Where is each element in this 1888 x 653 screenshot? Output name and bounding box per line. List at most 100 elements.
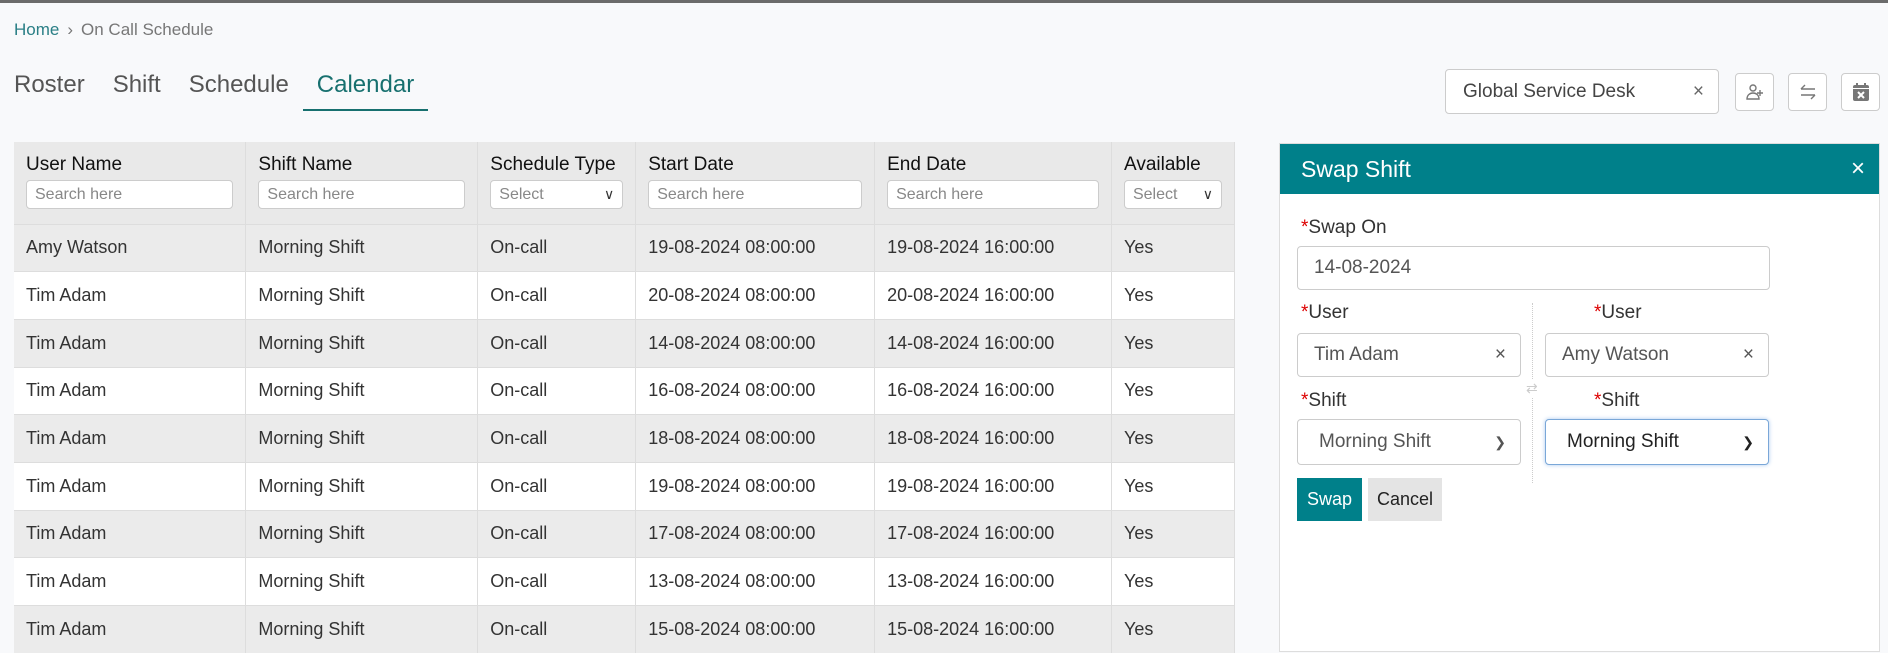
table-cell: Morning Shift [246, 319, 478, 367]
table-cell: 15-08-2024 08:00:00 [636, 606, 875, 653]
group-selector[interactable]: Global Service Desk × [1445, 69, 1719, 114]
left-user-input[interactable]: Tim Adam × [1297, 333, 1521, 377]
column-header: Available Select∨ [1111, 142, 1234, 224]
table-cell: Yes [1111, 319, 1234, 367]
table-cell: Morning Shift [246, 510, 478, 558]
table-cell: Tim Adam [14, 558, 246, 606]
column-filter-input[interactable]: Search here [887, 180, 1099, 209]
right-user-value: Amy Watson [1562, 344, 1669, 366]
chevron-down-icon: ❯ [1494, 434, 1506, 451]
select-placeholder: Select [499, 186, 543, 204]
swap-on-date-input[interactable]: 14-08-2024 [1297, 246, 1770, 290]
right-user-input[interactable]: Amy Watson × [1545, 333, 1769, 377]
tab-schedule[interactable]: Schedule [175, 71, 303, 111]
column-filter-select[interactable]: Select ∨ [490, 180, 623, 209]
table-cell: 19-08-2024 16:00:00 [875, 462, 1112, 510]
table-cell: 16-08-2024 08:00:00 [636, 367, 875, 415]
close-icon[interactable]: × [1851, 155, 1865, 183]
swap-on-value: 14-08-2024 [1314, 257, 1411, 279]
cancel-button[interactable]: Cancel [1368, 478, 1442, 521]
table-cell: 19-08-2024 08:00:00 [636, 224, 875, 272]
table-cell: Yes [1111, 510, 1234, 558]
column-header-label: Available [1124, 154, 1222, 176]
table-cell: Tim Adam [14, 606, 246, 653]
chevron-down-icon: ∨ [604, 186, 614, 203]
table-cell: On-call [478, 367, 636, 415]
table-cell: On-call [478, 415, 636, 463]
table-cell: On-call [478, 319, 636, 367]
table-cell: 18-08-2024 08:00:00 [636, 415, 875, 463]
clear-icon[interactable]: × [1743, 344, 1754, 366]
tab-shift[interactable]: Shift [99, 71, 175, 111]
swap-shift-panel: Swap Shift × *Swap On 14-08-2024 *User *… [1279, 143, 1880, 652]
column-filter-input[interactable]: Search here [648, 180, 862, 209]
left-shift-label-text: Shift [1308, 390, 1346, 411]
right-user-label: *User [1594, 302, 1642, 324]
calendar-remove-icon [1850, 81, 1872, 103]
tab-calendar[interactable]: Calendar [303, 71, 428, 111]
table-cell: 13-08-2024 08:00:00 [636, 558, 875, 606]
swap-icon [1798, 82, 1818, 102]
swap-button[interactable]: Swap [1297, 478, 1362, 521]
left-shift-select[interactable]: Morning Shift ❯ [1297, 419, 1521, 465]
select-placeholder: Select [1133, 186, 1177, 204]
table-cell: Yes [1111, 415, 1234, 463]
breadcrumb-home[interactable]: Home [14, 20, 59, 40]
left-user-label: *User [1301, 302, 1349, 324]
table-cell: Morning Shift [246, 367, 478, 415]
column-header-label: Schedule Type [490, 154, 623, 176]
left-user-label-text: User [1308, 302, 1348, 323]
left-user-value: Tim Adam [1314, 344, 1399, 366]
table-cell: Morning Shift [246, 272, 478, 320]
table-cell: 17-08-2024 08:00:00 [636, 510, 875, 558]
table-cell: Morning Shift [246, 415, 478, 463]
add-user-button[interactable] [1735, 73, 1774, 111]
table-cell: Tim Adam [14, 367, 246, 415]
table-cell: Morning Shift [246, 224, 478, 272]
column-filter-input[interactable]: Search here [26, 180, 233, 209]
column-filter-select[interactable]: Select∨ [1124, 180, 1222, 209]
table-cell: Tim Adam [14, 462, 246, 510]
filter-placeholder: Search here [267, 186, 354, 204]
calendar-remove-button[interactable] [1841, 73, 1880, 111]
right-shift-select[interactable]: Morning Shift❯ [1545, 419, 1769, 465]
column-header-label: User Name [26, 154, 233, 176]
swap-button[interactable] [1788, 73, 1827, 111]
right-user-label-text: User [1601, 302, 1641, 323]
table-cell: Yes [1111, 272, 1234, 320]
column-header: Schedule Type Select ∨ [478, 142, 636, 224]
table-cell: 13-08-2024 16:00:00 [875, 558, 1112, 606]
table-cell: On-call [478, 606, 636, 653]
table-cell: On-call [478, 558, 636, 606]
table-cell: 14-08-2024 16:00:00 [875, 319, 1112, 367]
table-cell: 20-08-2024 08:00:00 [636, 272, 875, 320]
column-filter-input[interactable]: Search here [258, 180, 465, 209]
breadcrumb: Home › On Call Schedule [14, 20, 213, 40]
clear-icon[interactable]: × [1495, 344, 1506, 366]
table-cell: Morning Shift [246, 606, 478, 653]
tab-roster[interactable]: Roster [14, 71, 99, 111]
panel-header: Swap Shift × [1280, 144, 1879, 194]
table-cell: Yes [1111, 558, 1234, 606]
left-shift-value: Morning Shift [1319, 431, 1431, 453]
breadcrumb-current: On Call Schedule [81, 20, 213, 40]
clear-icon[interactable]: × [1693, 81, 1704, 103]
table-cell: 17-08-2024 16:00:00 [875, 510, 1112, 558]
table-cell: 14-08-2024 08:00:00 [636, 319, 875, 367]
table-cell: Yes [1111, 367, 1234, 415]
chevron-down-icon: ❯ [1742, 434, 1754, 451]
swap-on-label-text: Swap On [1308, 217, 1386, 238]
